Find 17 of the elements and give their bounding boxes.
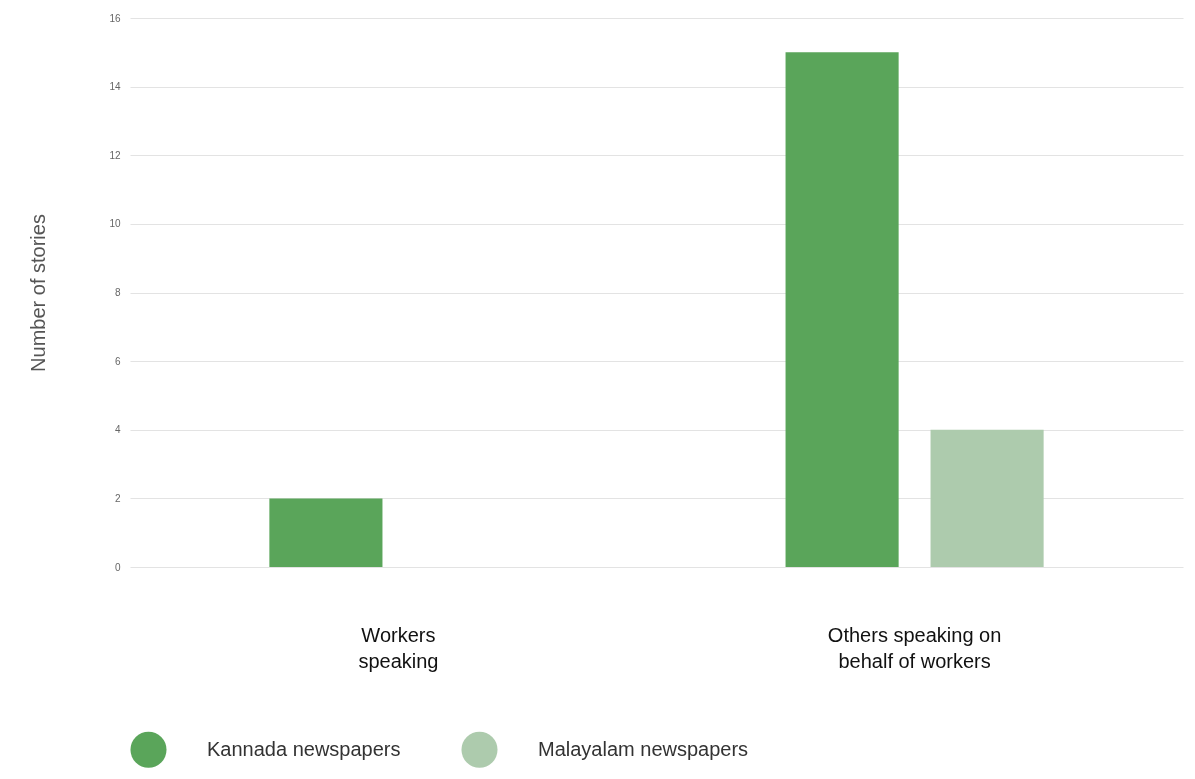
legend-label: Kannada newspapers	[207, 737, 401, 760]
y-tick-label: 4	[114, 424, 121, 436]
x-tick-label: Workers speaking	[358, 623, 439, 672]
y-tick-label: 8	[114, 287, 121, 298]
y-tick-label: 6	[114, 355, 121, 367]
legend-label: Malayalam newspapers	[538, 737, 749, 760]
y-tick-label: 14	[109, 81, 121, 93]
y-tick-label: 0	[114, 561, 121, 573]
y-tick-label: 10	[109, 218, 121, 230]
y-tick-label: 12	[109, 149, 121, 161]
y-tick-label: 2	[114, 492, 121, 504]
y-tick-label: 16	[109, 12, 121, 24]
bar	[930, 429, 1044, 567]
bar	[785, 52, 899, 567]
bar	[269, 498, 383, 567]
x-tick-label: Others speaking on behalf of workers	[827, 623, 1002, 672]
y-axis-title: Number of stories	[27, 214, 50, 372]
